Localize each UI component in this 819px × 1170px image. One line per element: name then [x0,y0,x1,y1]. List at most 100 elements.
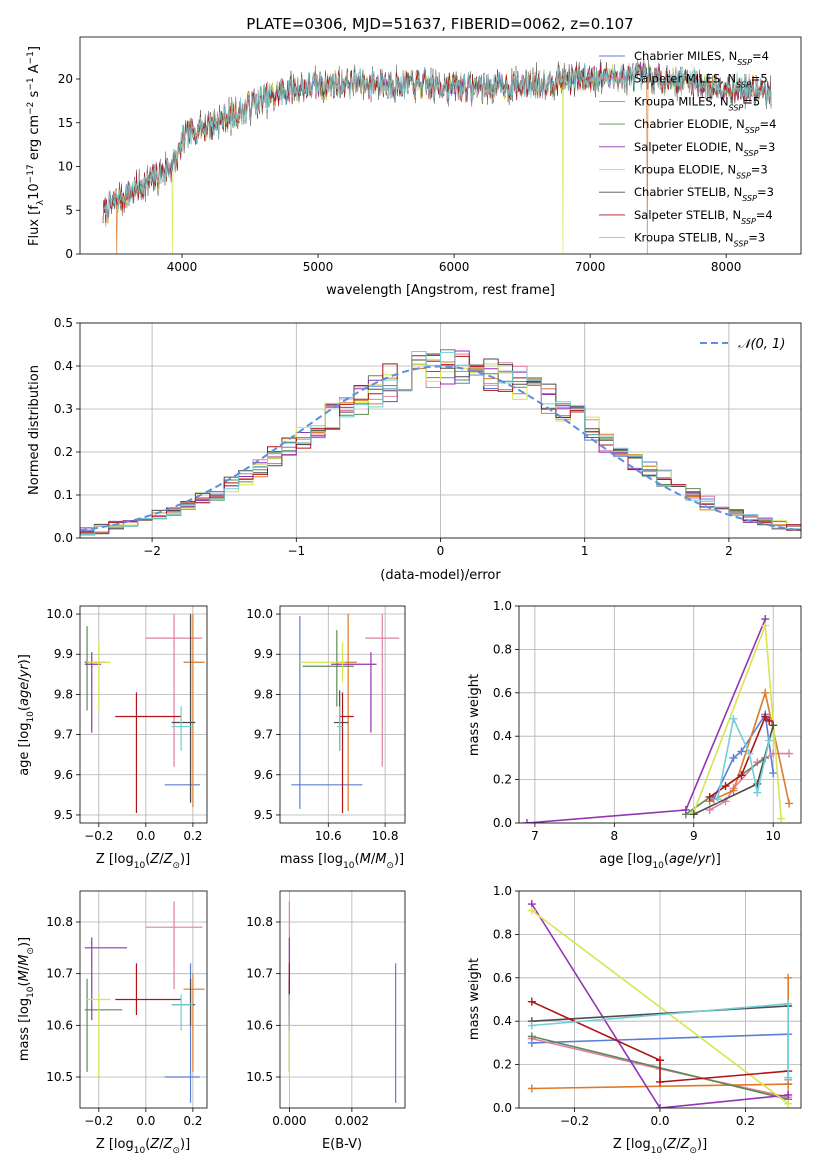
y-tick-label: 10.0 [46,607,73,621]
x-tick-label: 6000 [439,260,470,274]
weight-marker [713,795,722,804]
weight-marker [656,1104,664,1108]
y-tick-label: 10.8 [46,915,73,929]
weight-line [709,715,770,798]
y-tick-label: 5 [65,203,73,217]
weight-line [531,903,789,1108]
y-tick-label: 9.6 [254,768,273,782]
weight-marker [761,688,770,697]
weight-line [531,909,789,1105]
weight-marker [769,769,778,778]
y-tick-label: 9.7 [254,728,273,742]
spectrum-title: PLATE=0306, MJD=51637, FIBERID=0062, z=0… [246,15,633,33]
legend-entry: Salpeter ELODIE, NSSP=3 [634,140,775,158]
axes-frame [79,36,802,255]
plot-area [527,900,793,1108]
plot-area [522,615,794,823]
x-tick-label: 0 [437,544,445,558]
weight-marker [761,621,770,630]
y-tick-label: 0.1 [54,488,73,502]
x-tick-label: 0.0 [136,1114,155,1128]
x-tick-label: 0.2 [183,1114,202,1128]
y-tick-label: 9.8 [254,687,273,701]
x-tick-label: 9 [690,829,698,843]
weight-marker [729,753,738,762]
legend-entry: Chabrier ELODIE, NSSP=4 [634,117,776,135]
x-tick-label: 10.6 [315,829,342,843]
weight-marker [765,736,774,745]
weight-marker [784,1090,793,1099]
weight-line [693,625,782,819]
weight-marker [769,721,778,730]
y-axis-label: Flux [fλ10−17 erg cm−2 s−1 A−1] [26,46,46,246]
x-tick-label: −0.2 [560,1114,589,1128]
panel-residuals: −2 −1 0 1 2 0.0 0.1 0.2 0.3 0.4 0.5 (data-model)/er… [27,316,802,583]
weight-marker [784,1099,793,1108]
weight-marker [729,714,738,723]
weight-marker [527,1032,536,1041]
weight-marker [729,786,738,795]
y-tick-label: 10.7 [246,967,273,981]
weight-marker [527,1084,536,1093]
plot-area [80,349,801,538]
legend-entry: Chabrier STELIB, NSSP=3 [634,185,774,203]
y-tick-label: 9.9 [54,647,73,661]
x-tick-label: 7000 [575,260,606,274]
x-tick-label: 8000 [711,260,742,274]
legend-entry: Chabrier MILES, NSSP=4 [634,49,769,67]
weight-marker [737,771,746,780]
y-tick-label: 0.4 [493,1014,512,1028]
x-axis-label: (data-model)/error [380,568,501,583]
x-tick-label: 0.2 [183,829,202,843]
weight-marker [745,749,754,758]
weight-line [531,1005,789,1022]
y-tick-label: 10.6 [46,1018,73,1032]
plot-area [291,614,400,813]
weight-marker [785,749,794,758]
y-tick-label: 0.0 [493,1101,512,1115]
y-tick-label: 0.8 [493,927,512,941]
axes-frame [518,605,802,824]
y-axis-label: age [log10(age/yr)] [17,654,36,776]
y-tick-label: 0.5 [54,316,73,330]
weight-marker [689,810,698,819]
x-axis-label: wavelength [Angstrom, rest frame] [326,283,555,298]
y-tick-label: 10.5 [246,1070,273,1084]
x-tick-label: 0.000 [272,1114,306,1128]
x-axis-label: Z [log10(Z/Z⊙)] [613,1137,707,1156]
y-tick-label: 20 [58,72,73,86]
spectrum-line [102,61,772,254]
plot-area [102,58,772,254]
y-tick-label: 0.2 [493,773,512,787]
plot-area [84,614,205,813]
y-tick-label: 0 [65,247,73,261]
weight-marker [656,1056,664,1065]
legend: Chabrier MILES, NSSP=4 Salpeter MILES, NS… [599,49,776,248]
panel-weight-vs-age: 7 8 9 10 0.0 0.2 0.4 0.6 0.8 1.0 age [log10(age/yr… [467,599,802,871]
y-tick-label: 9.7 [54,728,73,742]
x-tick-label: 10 [766,829,781,843]
y-tick-label: 0.4 [493,729,512,743]
legend-entry: Salpeter STELIB, NSSP=4 [634,208,773,226]
y-axis-label: Normed distribution [27,365,42,495]
x-tick-label: 0.2 [736,1114,755,1128]
weight-marker [656,1077,664,1086]
weight-marker [753,788,762,797]
x-axis-label: E(B-V) [322,1137,362,1152]
plot-area [84,901,205,1103]
y-tick-label: 1.0 [493,599,512,613]
histogram-series [80,351,801,538]
y-tick-label: 0.0 [54,531,73,545]
legend-entry: Kroupa MILES, NSSP=5 [634,94,760,112]
panel-weight-vs-Z: −0.2 0.0 0.2 0.0 0.2 0.4 0.6 0.8 1.0 Z [log10(Z/Z… [467,884,802,1156]
y-tick-label: 15 [58,116,73,130]
weight-marker [777,814,786,823]
y-tick-label: 9.6 [54,768,73,782]
weight-line [531,1000,789,1083]
axes-frame [279,890,406,1109]
weight-marker [784,1073,793,1082]
y-tick-label: 0.4 [54,359,73,373]
axes-frame [279,605,406,824]
axes-frame [79,322,802,539]
